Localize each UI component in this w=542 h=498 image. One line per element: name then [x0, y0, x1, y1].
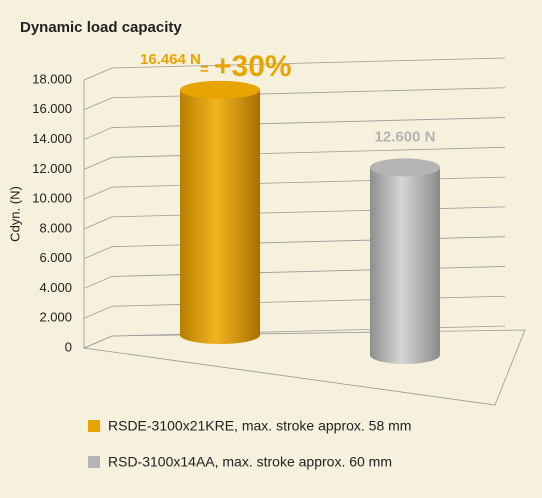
y-tick-label: 0 [65, 339, 72, 354]
y-tick-label: 14.000 [32, 131, 72, 146]
grid-line [83, 87, 506, 111]
y-tick-label: 16.000 [32, 101, 72, 116]
bar-top [180, 80, 260, 99]
y-tick-label: 6.000 [39, 250, 72, 265]
bar [180, 89, 260, 336]
grid-line [83, 146, 506, 170]
annotation-separator: = [200, 61, 209, 78]
annotation: +30% [214, 50, 292, 83]
legend-swatch [88, 420, 100, 432]
chart-title: Dynamic load capacity [20, 19, 182, 36]
legend-swatch [88, 456, 100, 468]
legend-label: RSDE-3100x21KRE, max. stroke approx. 58 … [108, 418, 411, 434]
bar [370, 167, 440, 355]
grid-line [83, 117, 506, 140]
bar-top [370, 158, 440, 177]
legend-label: RSD-3100x14AA, max. stroke approx. 60 mm [108, 454, 392, 470]
value-label: 16.464 N [140, 51, 201, 68]
y-tick-label: 4.000 [39, 280, 72, 295]
y-tick-label: 2.000 [39, 310, 72, 325]
y-axis-label: Cdyn. (N) [7, 186, 22, 242]
y-tick-label: 12.000 [32, 161, 72, 176]
y-tick-label: 18.000 [32, 71, 72, 86]
grid-line [83, 57, 506, 81]
y-tick-label: 8.000 [39, 220, 72, 235]
y-tick-label: 10.000 [32, 191, 72, 206]
value-label: 12.600 N [375, 128, 436, 145]
